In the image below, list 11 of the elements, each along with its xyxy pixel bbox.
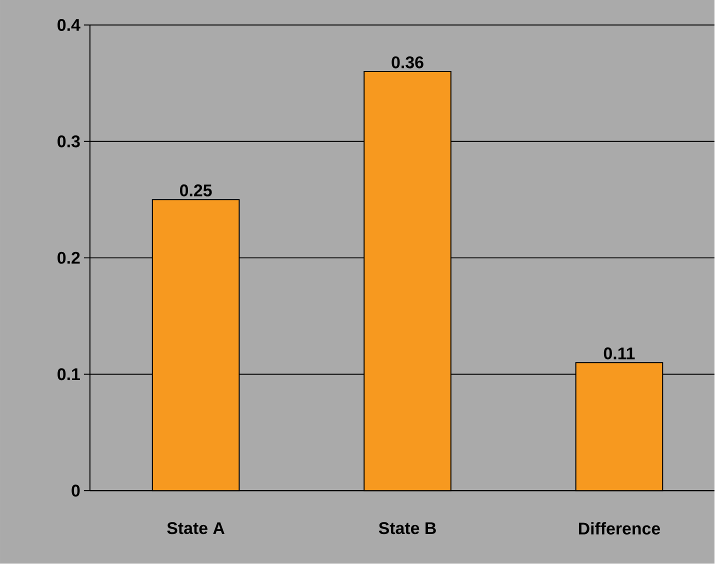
data-label: 0.25 [180, 184, 212, 197]
x-tick-label: State A [167, 522, 224, 534]
y-tick-label: 0 [72, 484, 80, 497]
data-label: 0.11 [604, 348, 635, 360]
y-tick-label: 0.2 [58, 252, 80, 264]
x-tick-label: State B [378, 522, 436, 534]
y-tick-label: 0.4 [58, 19, 80, 32]
data-label: 0.36 [392, 56, 424, 69]
y-tick-label: 0.3 [58, 136, 80, 148]
x-tick-label: Difference [578, 522, 660, 535]
y-tick-label: 0.1 [58, 368, 80, 380]
